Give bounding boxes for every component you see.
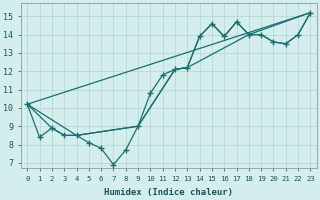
- X-axis label: Humidex (Indice chaleur): Humidex (Indice chaleur): [104, 188, 233, 197]
